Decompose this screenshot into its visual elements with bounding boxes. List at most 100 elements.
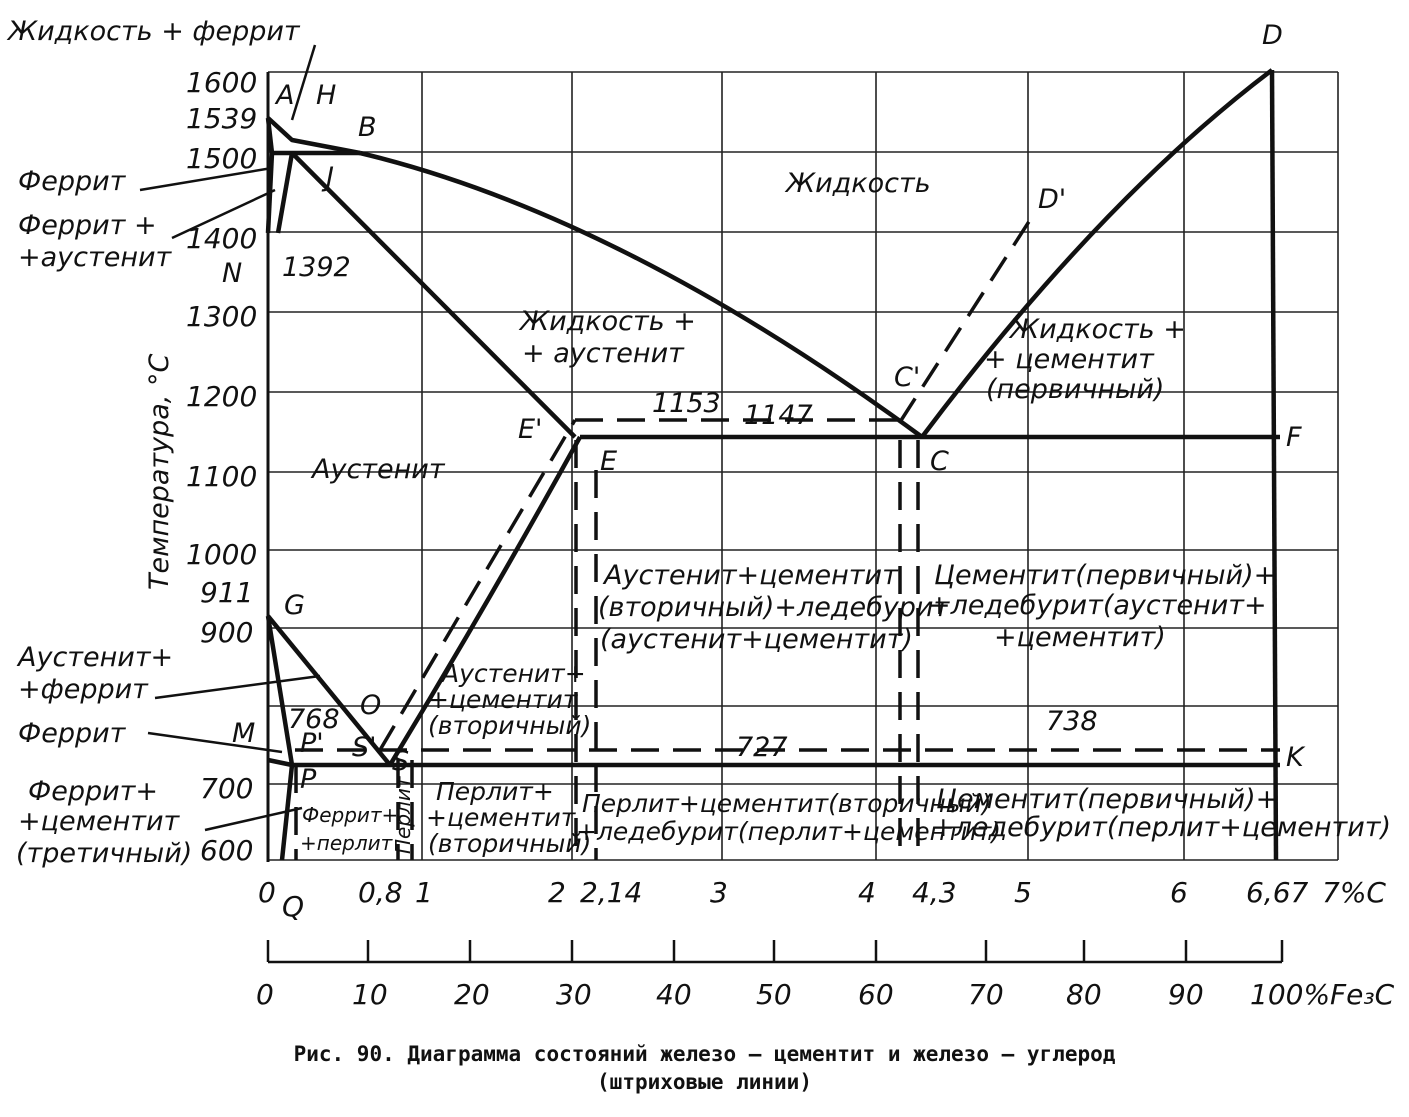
point-e-prime: E'	[518, 414, 542, 445]
point-s-prime: S'	[352, 732, 377, 763]
x-tick-labels-carbon: 0 0,8 1 2 2,14 3 4 4,3 5 6 6,67 7%С Q	[258, 876, 1386, 923]
dashed-lines	[294, 219, 1280, 860]
region-perlit: Перлит	[391, 775, 415, 854]
point-s: S	[392, 746, 409, 777]
region-fer-cem: (третичный)	[16, 838, 192, 869]
x-tick: 0,8	[358, 876, 403, 909]
x-tick: 3	[710, 876, 728, 909]
point-c-prime: C'	[894, 362, 920, 393]
region-ferrite-low: Феррит	[18, 718, 127, 749]
point-p: P	[300, 764, 317, 795]
region-aus-cem-led: (вторичный)+ледебурит	[598, 592, 950, 623]
x-tick-q: Q	[282, 890, 304, 923]
point-d: D	[1262, 20, 1283, 51]
region-austenite: Аустенит	[310, 454, 446, 485]
x-tick: 4	[858, 876, 876, 909]
temp-1147: 1147	[744, 400, 813, 431]
point-b: B	[358, 112, 377, 143]
point-labels: A H B J N G P P' S S' O M E E' C C' D D'…	[222, 20, 1306, 795]
temp-1392: 1392	[282, 252, 351, 283]
region-perl-cem-led: +ледебурит(перлит+цементит)	[576, 817, 1001, 846]
point-n: N	[222, 258, 242, 289]
region-aus-cem: (вторичный)	[428, 711, 591, 740]
point-j: J	[321, 162, 334, 193]
temp-1153: 1153	[652, 388, 721, 419]
y-tick: 600	[200, 834, 253, 867]
region-labels-tiny: Феррит+ +перлит Перлит	[300, 775, 415, 855]
region-perl-cem-led: Перлит+цементит(вторичный)	[582, 789, 991, 818]
region-liquid-cementite: + цементит	[984, 344, 1155, 375]
leader-lines	[139, 44, 321, 832]
region-aus-cem-led: (аустенит+цементит)	[600, 624, 913, 655]
region-liquid: Жидкость	[784, 168, 931, 199]
region-liquid-austenite: Жидкость +	[518, 306, 696, 337]
figure-caption-sub: (штриховые линии)	[597, 1070, 812, 1094]
x-tick: 80	[1066, 978, 1102, 1011]
y-tick: 1000	[186, 538, 257, 571]
y-tick: 1600	[186, 66, 257, 99]
y-tick: 1300	[186, 300, 257, 333]
fe3c-scale	[266, 940, 1284, 964]
x-tick: 0	[256, 978, 274, 1011]
temperature-labels: 1392 1153 1147 768 727 738	[282, 252, 1098, 763]
region-fer-cem: Феррит+	[28, 776, 158, 807]
x-tick-labels-fe3c: 0 10 20 30 40 50 60 70 80 90 100%Fe₃C	[256, 978, 1395, 1011]
point-d-prime: D'	[1038, 184, 1066, 215]
region-ferrite-austenite: Феррит +	[18, 210, 157, 241]
x-tick: 6	[1170, 876, 1188, 909]
region-cem-led: +цементит)	[994, 622, 1166, 653]
x-tick: 90	[1168, 978, 1204, 1011]
region-ferrite-austenite: +аустенит	[18, 242, 173, 273]
region-liquid-cementite: Жидкость +	[1008, 314, 1186, 345]
region-aus-cem: Аустенит+	[440, 659, 586, 688]
region-cem-led-low: Цементит(первичный)+	[936, 784, 1278, 815]
point-k: K	[1286, 742, 1306, 773]
region-fer-perl: Феррит+	[302, 803, 398, 827]
y-tick: 900	[200, 616, 253, 649]
point-o: O	[360, 690, 381, 721]
x-tick: 100%Fe₃C	[1250, 978, 1395, 1011]
temp-768: 768	[288, 704, 340, 735]
region-cem-led: +ледебурит(аустенит+	[928, 590, 1267, 621]
x-tick: 2	[548, 876, 566, 909]
region-labels: Жидкость + феррит Феррит Феррит + +аусте…	[6, 16, 1391, 869]
region-cem-led: Цементит(первичный)+	[934, 560, 1276, 591]
region-liquid-austenite: + аустенит	[522, 338, 685, 369]
x-tick: 50	[756, 978, 792, 1011]
x-tick: 0	[258, 876, 276, 909]
y-axis-label: Температура, °С	[144, 354, 175, 590]
point-a: A	[274, 80, 294, 111]
region-labels-small: Аустенит+ +цементит (вторичный) Перлит+ …	[426, 659, 1001, 858]
point-c: C	[930, 446, 949, 477]
region-aus-cem: +цементит	[428, 685, 579, 714]
region-perl-cem: Перлит+	[436, 777, 554, 806]
y-tick: 1500	[186, 142, 257, 175]
region-fer-perl: +перлит	[300, 831, 394, 855]
region-aus-cem-led: Аустенит+цементит	[602, 560, 899, 591]
region-aus-fer: +феррит	[18, 674, 149, 705]
temp-727: 727	[736, 732, 788, 763]
region-liquid-cementite: (первичный)	[986, 374, 1164, 405]
y-tick-labels: 1600 1539 1500 1400 1300 1200 1100 1000 …	[186, 66, 257, 867]
y-tick: 1539	[186, 102, 257, 135]
x-tick: 6,67	[1246, 876, 1309, 909]
point-h: H	[316, 80, 336, 111]
x-tick: 2,14	[580, 876, 642, 909]
x-tick: 4,3	[912, 876, 957, 909]
x-tick: 60	[858, 978, 894, 1011]
x-tick: 1	[415, 876, 433, 909]
point-f: F	[1286, 422, 1302, 453]
point-p-prime: P'	[300, 728, 324, 759]
y-tick: 1200	[186, 380, 257, 413]
x-tick: 40	[656, 978, 692, 1011]
region-aus-fer: Аустенит+	[16, 642, 173, 673]
x-tick: 7%С	[1322, 876, 1386, 909]
y-tick: 1400	[186, 222, 257, 255]
region-perl-cem: (вторичный)	[428, 829, 591, 858]
x-tick: 10	[352, 978, 388, 1011]
y-tick: 700	[200, 772, 253, 805]
region-cem-led-low: +ледебурит(перлит+цементит)	[932, 812, 1391, 843]
x-tick: 5	[1014, 876, 1032, 909]
x-tick: 30	[556, 978, 592, 1011]
